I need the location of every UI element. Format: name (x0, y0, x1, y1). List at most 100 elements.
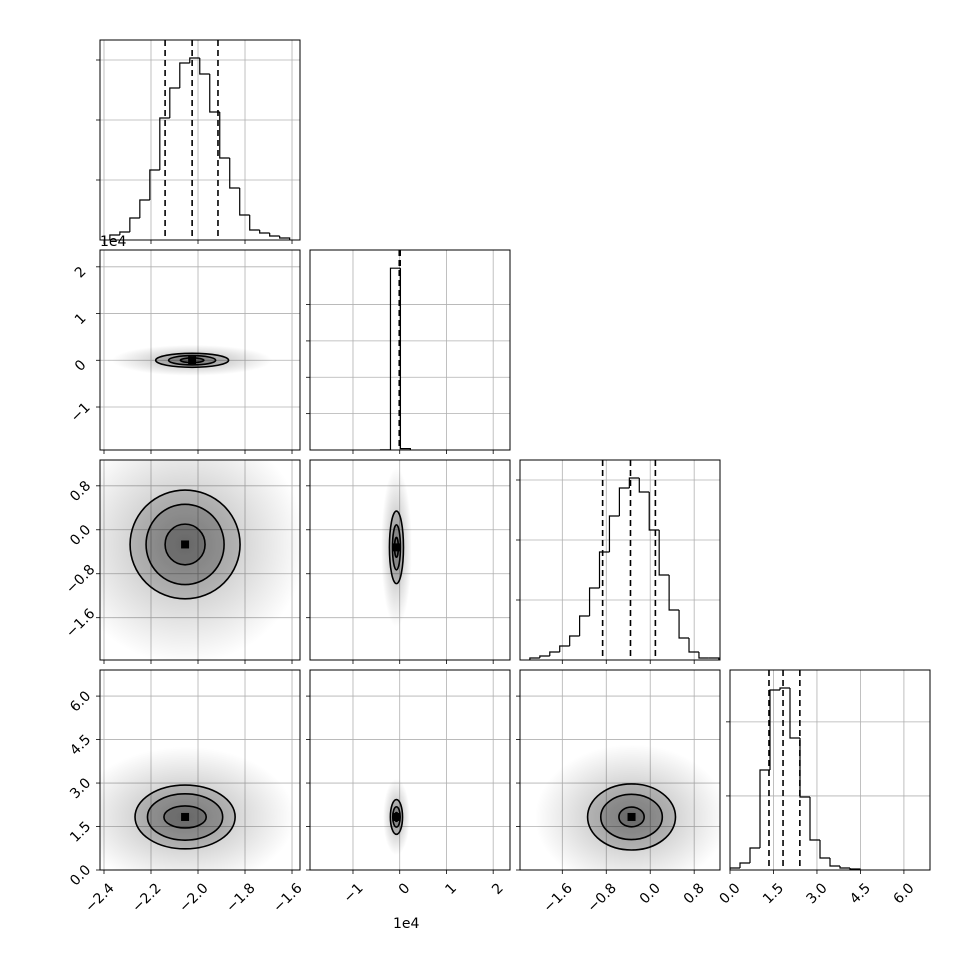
panel-frame (309, 669, 511, 871)
y-tick-label: −1.6 (63, 606, 98, 641)
offset-label: 1e4 (100, 234, 127, 250)
histogram-bin (598, 551, 610, 588)
histogram-bin (678, 610, 690, 639)
panel-frame (519, 459, 721, 661)
histogram-bin (608, 515, 620, 552)
density-peak (392, 812, 401, 821)
y-tick-label: 0.8 (67, 478, 94, 505)
scatter-cloud (100, 460, 300, 660)
histogram-bin (549, 651, 560, 656)
panel-frame (99, 669, 301, 871)
y-tick-label: 0 (72, 357, 90, 375)
y-tick-label: 1.5 (67, 819, 94, 846)
histogram-bin (279, 236, 291, 240)
panel-frame (729, 669, 931, 871)
panel-content (100, 460, 300, 660)
y-tick-label: 4.5 (67, 732, 94, 759)
histogram-bin (389, 267, 401, 450)
histogram-bin (399, 268, 411, 450)
x-tick-label: 0 (396, 880, 414, 898)
density-peak (181, 812, 190, 821)
histogram-bin (219, 112, 230, 159)
histogram-bin (229, 158, 240, 189)
histogram-bin (169, 87, 180, 118)
panel-frame (519, 669, 721, 871)
histogram-bin (588, 587, 600, 616)
y-tick-label: 0.0 (67, 862, 94, 889)
x-tick-label: 3.0 (804, 880, 831, 907)
histogram-bin (529, 657, 540, 660)
x-tick-label: 0.0 (717, 880, 744, 907)
y-tick-label: 3.0 (67, 775, 94, 802)
x-tick-label: 1.5 (760, 880, 787, 907)
histogram-bin (179, 62, 190, 88)
histogram-bin (628, 477, 640, 488)
x-tick-label: −2.2 (129, 880, 164, 915)
histogram-bin (668, 575, 680, 611)
histogram-bin (638, 478, 650, 493)
y-tick-label: 0.0 (67, 522, 94, 549)
panel-content (100, 746, 296, 870)
offset-label: 1e4 (393, 916, 420, 932)
histogram-bin (249, 215, 260, 231)
panel-content (730, 670, 861, 870)
x-tick-label: −2.4 (82, 880, 117, 915)
panel-frame (99, 459, 301, 661)
histogram-bin (269, 233, 280, 237)
x-tick-label: 2 (489, 880, 507, 898)
histogram-bin (789, 688, 800, 739)
histogram-bin (708, 657, 720, 660)
panel-content (109, 40, 291, 240)
histogram-bin (749, 847, 760, 863)
y-tick-label: −0.8 (63, 562, 98, 597)
histogram-bin (769, 689, 780, 770)
y-tick-label: −1 (68, 400, 94, 426)
histogram-bin (849, 868, 861, 870)
histogram-bin (189, 57, 200, 63)
histogram-bin (698, 652, 709, 659)
panel-content (381, 467, 412, 628)
x-tick-label: 6.0 (890, 880, 917, 907)
density-peak (181, 540, 190, 549)
histogram-bin (730, 867, 740, 870)
x-tick-label: −0.8 (585, 880, 620, 915)
panel-frame (99, 249, 301, 451)
x-tick-label: 1 (442, 880, 460, 898)
panel-frame (309, 249, 511, 451)
histogram-bin (139, 199, 150, 218)
histogram-bin (779, 687, 790, 690)
x-tick-label: −1 (341, 880, 367, 906)
density-peak (627, 812, 636, 821)
histogram-bin (259, 230, 270, 234)
histogram-bin (209, 74, 220, 113)
histogram-bin (648, 492, 660, 531)
y-tick-label: 6.0 (67, 688, 94, 715)
y-tick-label: 1 (72, 310, 90, 328)
histogram-bin (809, 796, 820, 841)
density-peak (188, 356, 197, 365)
histogram-bin (239, 188, 250, 216)
panel-content (534, 744, 720, 870)
panel-content (529, 460, 720, 660)
histogram-bin (559, 645, 570, 652)
histogram-bin (839, 866, 850, 869)
x-tick-label: 0.8 (681, 880, 708, 907)
panel-content (111, 344, 273, 376)
x-tick-label: 4.5 (847, 880, 874, 907)
histogram-bin (199, 58, 210, 75)
histogram-bin (799, 738, 810, 798)
histogram-bin (618, 487, 630, 516)
x-tick-label: −2.0 (176, 880, 211, 915)
histogram-bin (119, 231, 130, 235)
histogram-bin (688, 638, 699, 653)
histogram-bin (739, 862, 750, 868)
histogram-bin (759, 769, 770, 848)
histogram-bin (149, 169, 160, 200)
histogram-bin (569, 635, 580, 646)
histogram-bin (159, 117, 170, 170)
x-tick-label: 0.0 (637, 880, 664, 907)
panel-frame (99, 39, 301, 241)
y-tick-label: 2 (72, 264, 90, 282)
density-peak (392, 543, 401, 552)
